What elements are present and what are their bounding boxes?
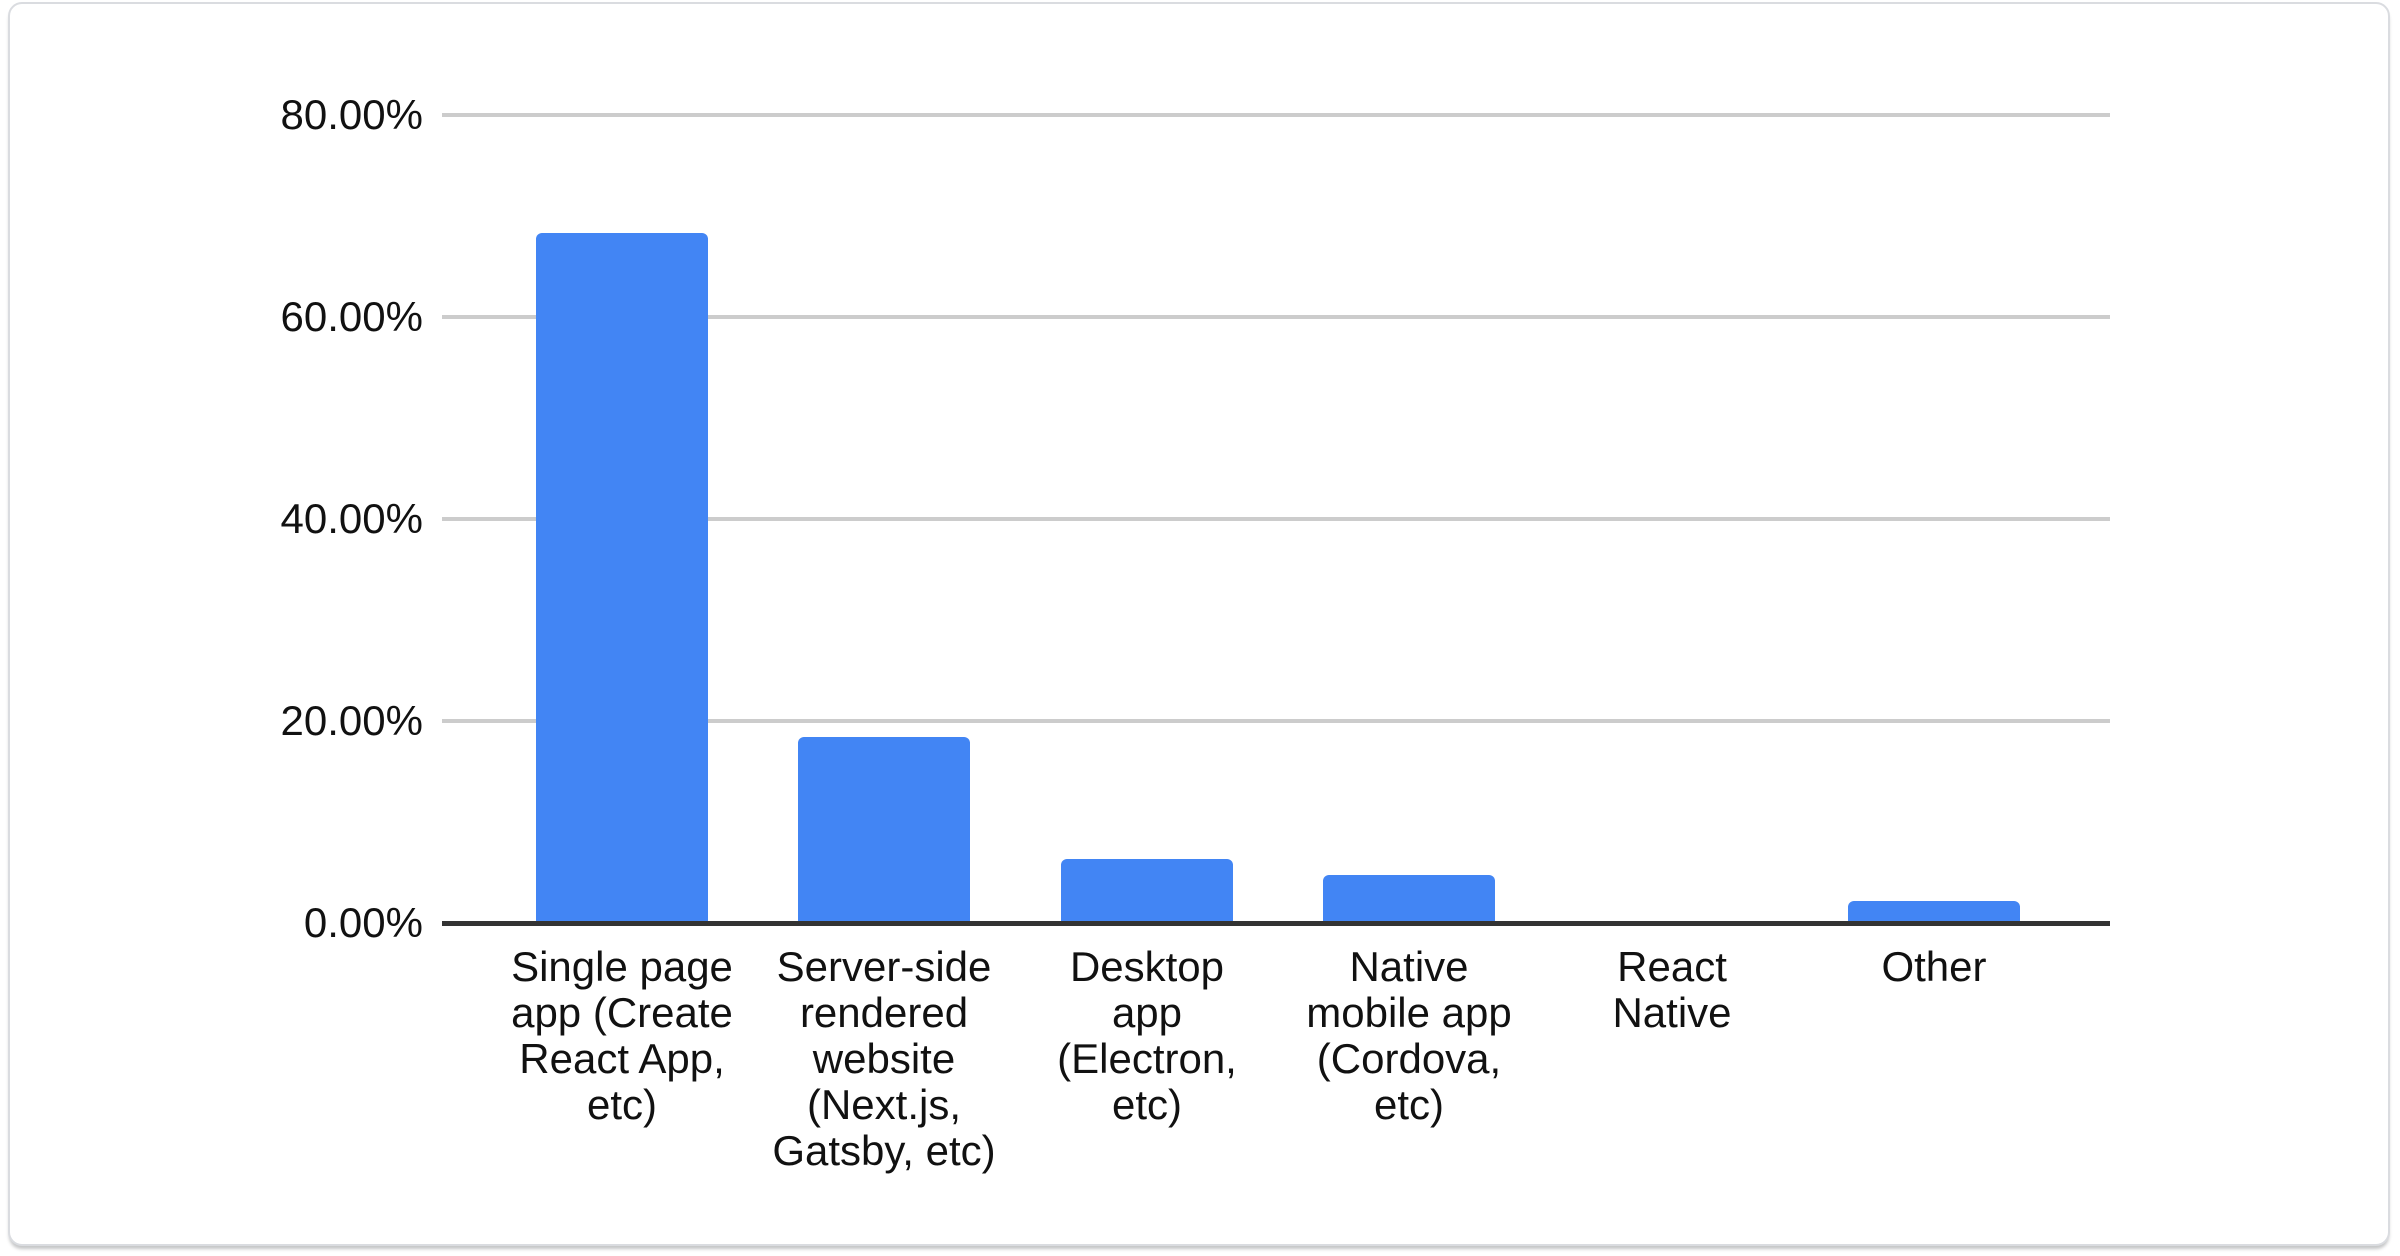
- gridline: [442, 719, 2110, 723]
- x-axis-category-label: Single page app (Create React App, etc): [511, 943, 733, 1128]
- gridline: [442, 315, 2110, 319]
- bar-4[interactable]: [1323, 875, 1495, 923]
- x-axis-category-label: Other: [1881, 943, 1987, 990]
- x-axis-category-label: Server-side rendered website (Next.js, G…: [772, 943, 996, 1174]
- bar-2[interactable]: [798, 737, 970, 923]
- x-axis-category-label: Desktop app (Electron, etc): [1057, 943, 1237, 1128]
- y-axis-tick-label: 40.00%: [280, 495, 423, 542]
- x-axis-line: [442, 921, 2110, 926]
- x-axis-category-label: Native mobile app (Cordova, etc): [1306, 943, 1512, 1128]
- y-axis-tick-label: 20.00%: [280, 697, 423, 744]
- x-axis-category-label: React Native: [1612, 943, 1732, 1036]
- gridline: [442, 517, 2110, 521]
- y-axis-tick-label: 80.00%: [280, 91, 423, 138]
- chart-card: [8, 2, 2390, 1246]
- y-axis-tick-label: 60.00%: [280, 293, 423, 340]
- bar-3[interactable]: [1061, 859, 1233, 923]
- y-axis-tick-label: 0.00%: [303, 899, 423, 946]
- bar-6[interactable]: [1848, 901, 2020, 923]
- bar-1[interactable]: [536, 233, 708, 923]
- gridline: [442, 113, 2110, 117]
